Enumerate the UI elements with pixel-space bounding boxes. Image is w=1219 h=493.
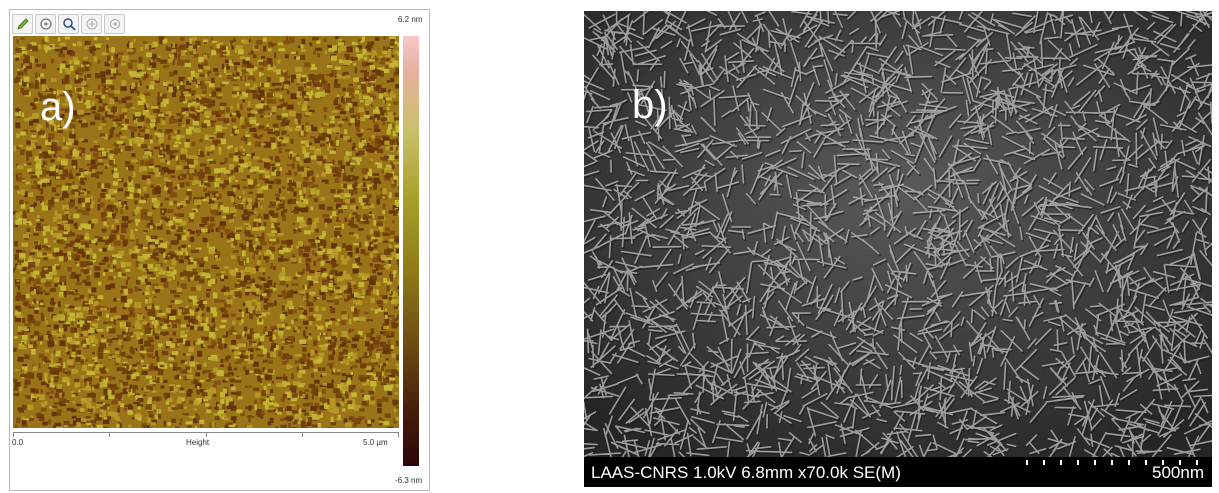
sem-scale-label: 500nm — [1152, 463, 1204, 482]
pencil-icon — [16, 18, 29, 30]
zoom-tool-button[interactable] — [58, 14, 79, 34]
sem-acquisition-info: LAAS-CNRS 1.0kV 6.8mm x70.0k SE(M) — [591, 463, 901, 482]
scale-min-label: -6.3 nm — [395, 476, 423, 485]
afm-x-axis — [13, 432, 399, 445]
panel-b-label: b) — [632, 83, 668, 127]
hand-icon — [39, 18, 52, 30]
afm-panel: 6.2 nm -6.3 nm 0.0 Height 5.0 µm a) — [9, 9, 430, 491]
scale-max-label: 6.2 nm — [398, 15, 423, 24]
zoom-in-tool-button[interactable] — [81, 14, 102, 34]
panel-a-label: a) — [40, 85, 76, 129]
axis-start-label: 0.0 — [12, 438, 24, 447]
sem-micrograph — [584, 11, 1212, 457]
sem-scale-ruler — [1026, 460, 1202, 466]
axis-title-label: Height — [186, 438, 210, 447]
afm-height-image — [13, 36, 399, 428]
settings-tool-button[interactable] — [104, 14, 125, 34]
sem-panel: b) LAAS-CNRS 1.0kV 6.8mm x70.0k SE(M) 50… — [584, 11, 1212, 487]
sem-info-bar: LAAS-CNRS 1.0kV 6.8mm x70.0k SE(M) 500nm — [584, 457, 1212, 487]
zoom-in-icon — [86, 18, 97, 30]
settings-icon — [109, 19, 120, 29]
axis-end-label: 5.0 µm — [363, 438, 388, 447]
hand-tool-button[interactable] — [35, 14, 56, 34]
pencil-tool-button[interactable] — [12, 14, 33, 34]
zoom-icon — [62, 18, 76, 31]
height-color-scale — [403, 36, 419, 466]
afm-toolbar — [12, 12, 125, 36]
